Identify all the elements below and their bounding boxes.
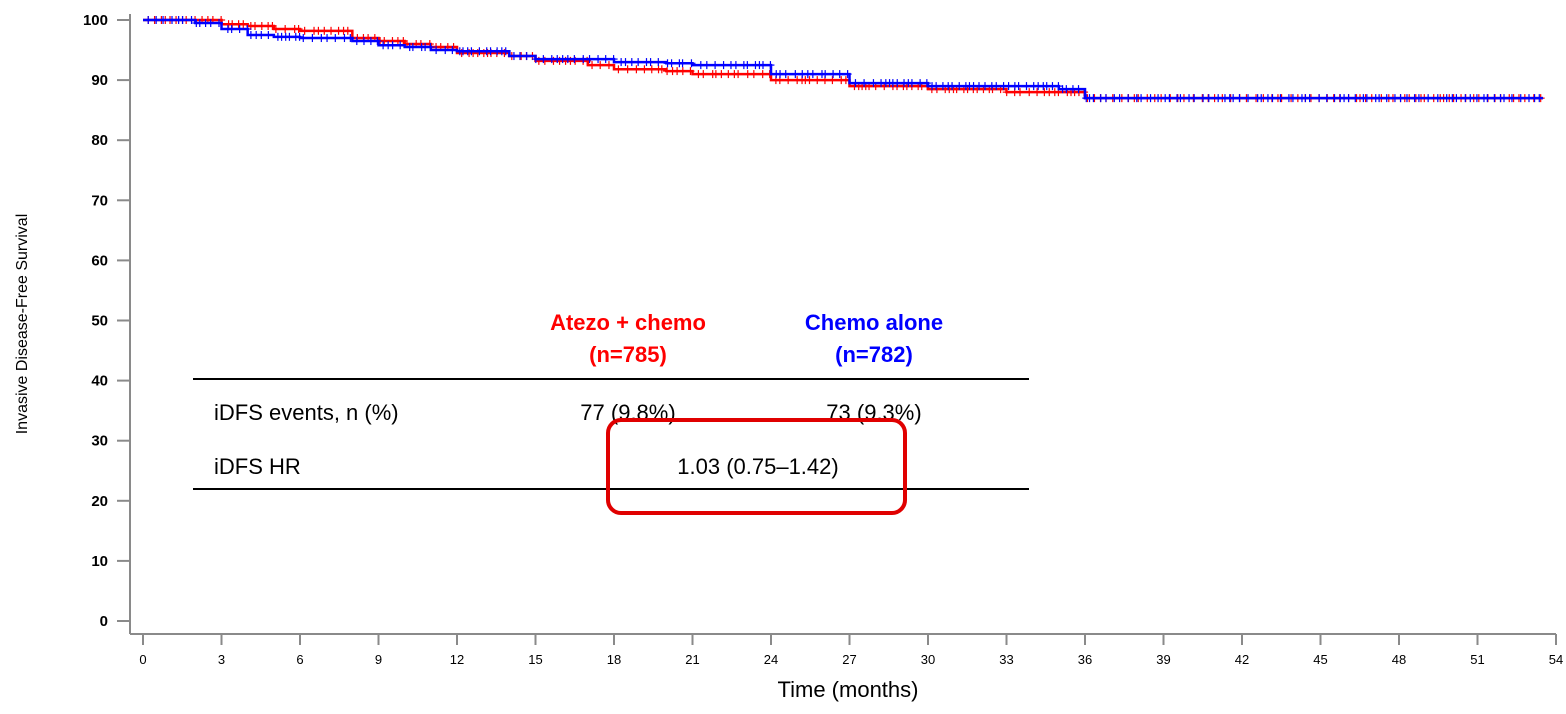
x-tick-label: 45 — [1313, 652, 1327, 667]
chemo-censor-marks — [144, 16, 1544, 103]
y-tick-label: 30 — [91, 433, 108, 450]
x-tick-label: 6 — [296, 652, 303, 667]
x-tick-label: 24 — [764, 652, 778, 667]
hr-highlight-box — [606, 418, 907, 515]
x-axis-ticks: 0 3 6 9 12 15 18 21 24 27 30 33 36 39 42 45 48 51 54 — [139, 634, 1563, 667]
y-tick-label: 60 — [91, 252, 108, 269]
x-tick-label: 18 — [607, 652, 621, 667]
y-axis-title: Invasive Disease-Free Survival — [14, 214, 31, 435]
x-tick-label: 33 — [999, 652, 1013, 667]
x-tick-label: 12 — [450, 652, 464, 667]
atezo-curve — [143, 18, 1543, 100]
x-tick-label: 9 — [375, 652, 382, 667]
row-events-label: iDFS events, n (%) — [214, 400, 399, 425]
x-axis-title: Time (months) — [778, 677, 919, 702]
x-tick-label: 48 — [1392, 652, 1406, 667]
row-hr-label: iDFS HR — [214, 454, 301, 479]
x-tick-label: 42 — [1235, 652, 1249, 667]
x-tick-label: 15 — [528, 652, 542, 667]
y-tick-label: 0 — [100, 613, 108, 630]
y-tick-label: 100 — [83, 12, 108, 29]
atezo-censor-marks — [144, 16, 1545, 103]
x-tick-label: 39 — [1156, 652, 1170, 667]
header-atezo-line1: Atezo + chemo — [550, 310, 706, 335]
y-tick-label: 90 — [91, 72, 108, 89]
y-axis-ticks: 0 10 20 30 40 50 60 70 80 90 100 — [83, 12, 130, 630]
x-tick-label: 21 — [685, 652, 699, 667]
x-tick-label: 0 — [139, 652, 146, 667]
row-hr-value: 1.03 (0.75–1.42) — [677, 454, 838, 479]
y-tick-label: 20 — [91, 493, 108, 510]
header-chemo-line2: (n=782) — [835, 342, 913, 367]
x-tick-label: 51 — [1470, 652, 1484, 667]
x-tick-label: 3 — [218, 652, 225, 667]
summary-table: Atezo + chemo (n=785) Chemo alone (n=782… — [193, 310, 1029, 515]
x-tick-label: 27 — [842, 652, 856, 667]
y-tick-label: 80 — [91, 132, 108, 149]
y-tick-label: 40 — [91, 373, 108, 390]
x-tick-label: 54 — [1549, 652, 1563, 667]
x-tick-label: 36 — [1078, 652, 1092, 667]
y-tick-label: 70 — [91, 192, 108, 209]
header-chemo-line1: Chemo alone — [805, 310, 943, 335]
x-tick-label: 30 — [921, 652, 935, 667]
survival-curves — [143, 16, 1545, 103]
header-atezo-line2: (n=785) — [589, 342, 667, 367]
y-tick-label: 10 — [91, 553, 108, 570]
y-tick-label: 50 — [91, 313, 108, 330]
